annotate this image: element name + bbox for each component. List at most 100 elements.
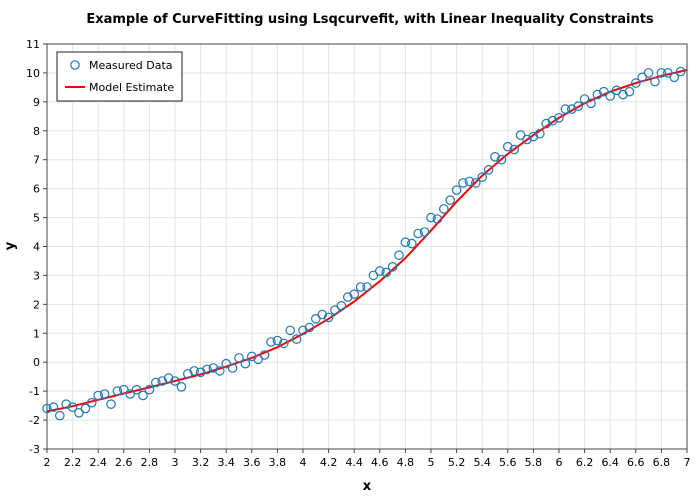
- data-point: [125, 389, 135, 399]
- data-point: [170, 376, 180, 386]
- data-point: [317, 309, 327, 320]
- data-point: [272, 335, 283, 346]
- x-tick-label: 2: [44, 456, 51, 469]
- data-point: [464, 176, 475, 187]
- legend-model-label: Model Estimate: [89, 81, 174, 94]
- x-tick-label: 5.4: [473, 456, 491, 469]
- x-tick-label: 2.6: [115, 456, 133, 469]
- measured-data-series: [42, 66, 686, 421]
- data-point: [368, 270, 379, 281]
- data-point: [362, 282, 372, 292]
- y-tick-label: 4: [33, 241, 40, 254]
- data-point: [400, 237, 411, 247]
- data-point: [74, 407, 84, 418]
- data-point: [131, 384, 142, 395]
- data-point: [253, 354, 264, 365]
- data-point: [227, 363, 238, 373]
- x-tick-label: 2.8: [141, 456, 159, 469]
- data-point: [528, 131, 539, 142]
- x-tick-label: 4.8: [397, 456, 415, 469]
- data-point: [151, 377, 161, 388]
- y-tick-label: 3: [33, 269, 40, 282]
- x-tick-label: 5.8: [525, 456, 543, 469]
- data-point: [67, 402, 78, 412]
- data-point: [381, 267, 391, 278]
- data-point: [106, 399, 116, 409]
- data-point: [234, 353, 244, 363]
- data-point: [215, 366, 225, 376]
- data-point: [266, 337, 276, 347]
- legend: Measured Data Model Estimate: [56, 51, 183, 102]
- y-tick-label: 9: [33, 96, 40, 109]
- data-point: [163, 373, 174, 383]
- x-tick-label: 7: [684, 456, 691, 469]
- data-point: [534, 128, 545, 139]
- x-tick-label: 6.6: [627, 456, 645, 469]
- data-point: [650, 76, 660, 87]
- data-point: [438, 204, 449, 214]
- data-point: [183, 368, 193, 379]
- data-point: [618, 89, 628, 100]
- x-tick-label: 5.2: [448, 456, 466, 469]
- data-point: [355, 282, 366, 292]
- y-tick-label: -2: [29, 414, 40, 427]
- data-point: [541, 118, 551, 129]
- data-point: [579, 94, 590, 104]
- data-point: [554, 113, 564, 123]
- model-estimate-series: [46, 69, 688, 413]
- data-point: [470, 178, 481, 188]
- data-point: [656, 68, 667, 78]
- x-tick-label: 3: [172, 456, 179, 469]
- data-point: [547, 115, 558, 126]
- data-point: [61, 399, 71, 409]
- grid: [46, 43, 688, 450]
- data-point: [285, 325, 295, 336]
- data-point: [451, 185, 462, 195]
- data-point: [87, 397, 97, 408]
- data-point: [669, 72, 679, 83]
- data-point: [99, 389, 110, 399]
- data-point: [490, 152, 500, 162]
- data-point: [336, 300, 347, 311]
- y-tick-label: -1: [29, 385, 40, 398]
- legend-measured-label: Measured Data: [89, 59, 173, 72]
- chart-title: Example of CurveFitting using Lsqcurvefi…: [86, 12, 654, 27]
- y-tick-label: 11: [26, 38, 40, 51]
- y-axis: -3 -2 -1 0 1 2 3 4 5 6 7 8 9 10 11: [26, 38, 47, 456]
- model-estimate-line: [46, 69, 688, 413]
- data-point: [419, 227, 430, 237]
- data-point: [637, 72, 647, 83]
- x-tick-label: 2.2: [64, 456, 82, 469]
- data-point: [93, 390, 103, 401]
- data-point: [394, 250, 404, 260]
- data-point: [483, 165, 494, 175]
- data-point: [675, 66, 686, 77]
- data-point: [445, 195, 455, 205]
- data-point: [406, 238, 417, 249]
- x-tick-label: 4: [300, 456, 307, 469]
- data-point: [240, 358, 251, 369]
- data-point: [598, 86, 609, 97]
- data-point: [42, 403, 52, 414]
- data-point: [330, 305, 340, 315]
- data-point: [432, 214, 443, 224]
- data-point: [208, 363, 219, 373]
- data-point: [426, 212, 436, 223]
- legend-measured-marker: [70, 60, 80, 70]
- x-tick-label: 4.2: [320, 456, 338, 469]
- x-tick-label: 2.4: [89, 456, 107, 469]
- data-point: [221, 358, 231, 369]
- data-point: [586, 98, 596, 109]
- y-axis-label: y: [3, 241, 18, 250]
- data-point: [342, 292, 353, 302]
- x-tick-label: 6.2: [576, 456, 594, 469]
- data-point: [515, 130, 526, 140]
- x-axis-label: x: [363, 479, 372, 494]
- y-tick-label: 1: [33, 327, 40, 340]
- data-point: [605, 91, 615, 101]
- data-point: [310, 313, 321, 324]
- data-point: [458, 178, 468, 188]
- data-point: [189, 366, 199, 376]
- y-tick-label: 5: [33, 212, 40, 225]
